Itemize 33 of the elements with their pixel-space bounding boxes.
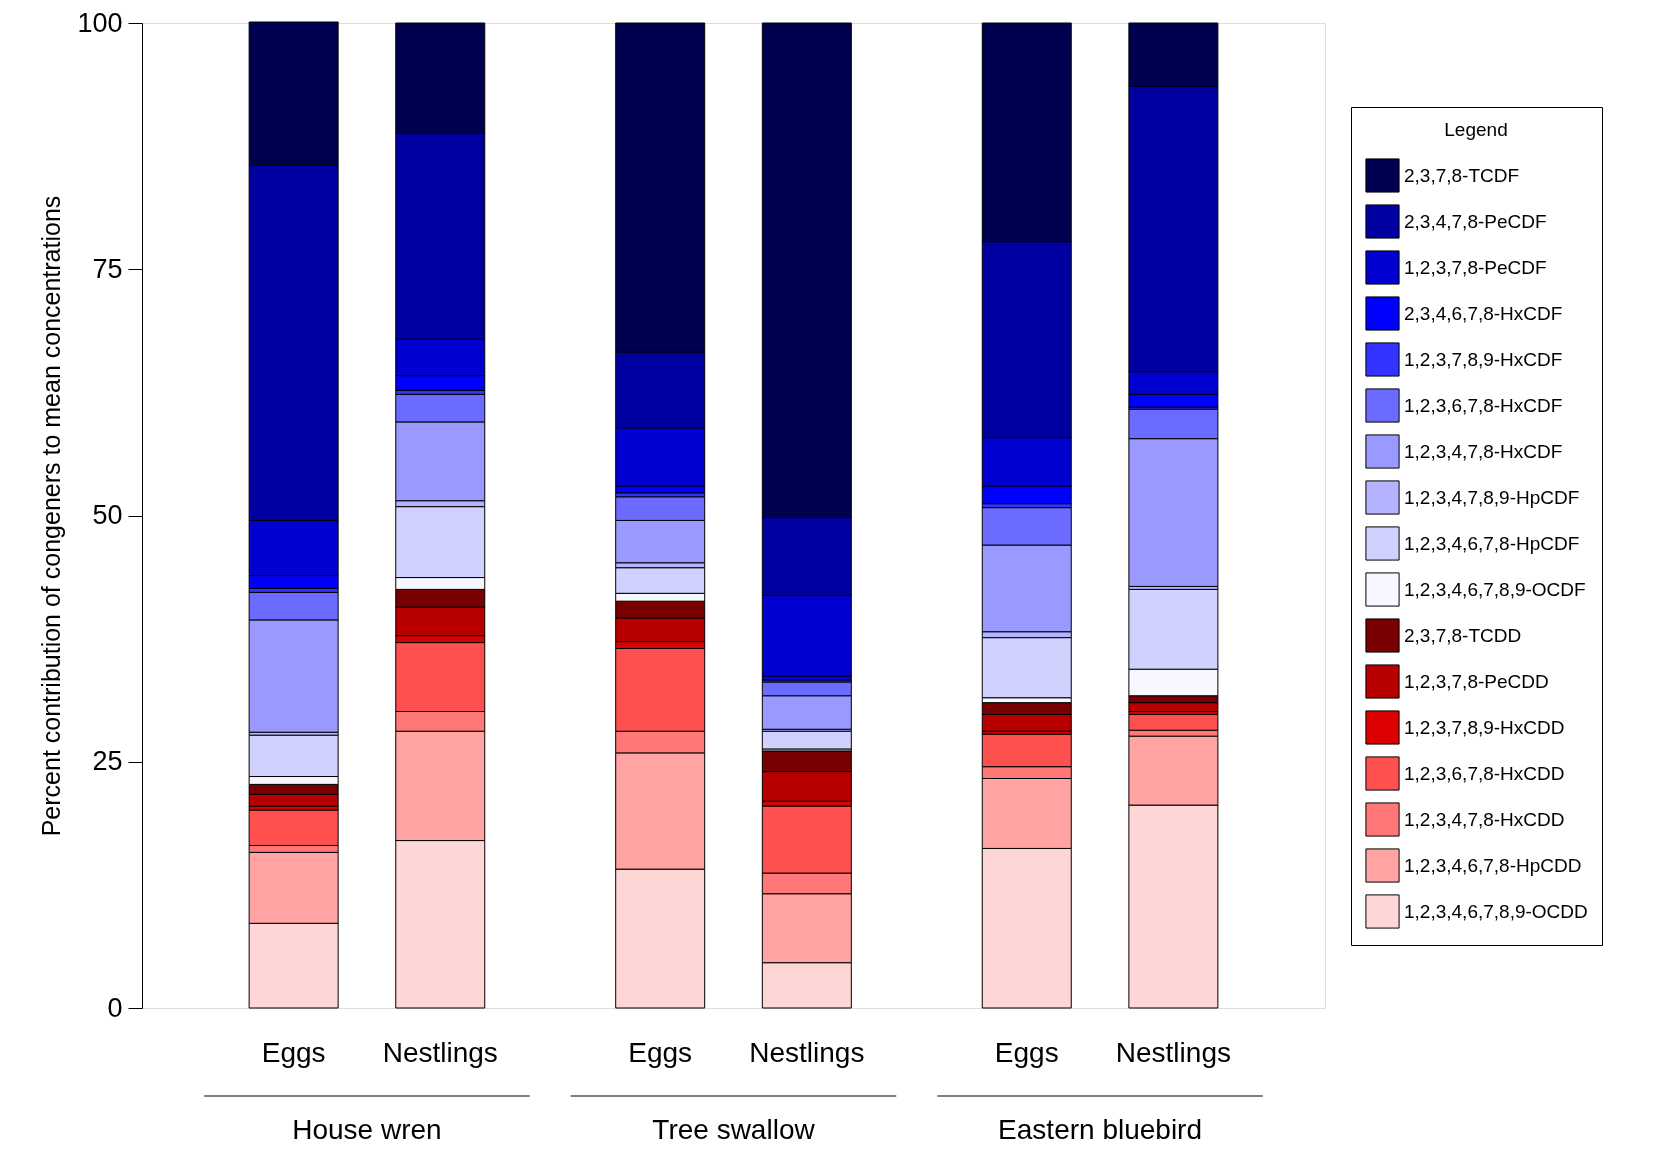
legend-label: 1,2,3,4,7,8-HxCDD [1404,808,1565,830]
y-tick-label: 25 [92,746,123,777]
legend-label: 1,2,3,4,7,8,9-HpCDF [1404,486,1580,508]
legend-title: Legend [1444,119,1508,140]
x-tick-label: Nestlings [1115,1037,1231,1068]
x-tick-label: Eggs [628,1037,693,1068]
legend-label: 2,3,4,7,8-PeCDF [1404,210,1547,232]
legend-label: 1,2,3,4,6,7,8,9-OCDD [1404,900,1588,922]
legend-label: 1,2,3,7,8-PeCDF [1404,256,1547,278]
y-tick-label: 100 [77,7,123,38]
x-tick-label: Eggs [261,1037,326,1068]
legend-label: 1,2,3,4,6,7,8,9-OCDF [1404,578,1586,600]
legend-label: 2,3,7,8-TCDD [1404,624,1522,646]
legend-label: 1,2,3,6,7,8-HxCDF [1404,394,1563,416]
y-axis-title: Percent contribution of congeners to mean concentrations [37,195,66,837]
legend-label: 1,2,3,4,6,7,8-HpCDF [1404,532,1580,554]
y-tick-label: 50 [92,500,123,530]
legend-label: 1,2,3,4,7,8-HxCDF [1404,440,1563,462]
y-tick-label: 0 [107,992,123,1023]
legend-label: 2,3,4,6,7,8-HxCDF [1404,302,1563,324]
legend-label: 1,2,3,4,6,7,8-HpCDD [1404,854,1582,876]
legend-label: 1,2,3,7,8,9-HxCDD [1404,716,1565,738]
legend-label: 1,2,3,7,8-PeCDD [1404,670,1549,692]
text: Tree swallow [652,1114,816,1145]
x-tick-label: Nestlings [749,1037,865,1068]
x-tick-label: Eggs [994,1037,1059,1068]
legend-label: 1,2,3,7,8,9-HxCDF [1404,348,1563,370]
text: Eastern bluebird [998,1114,1203,1145]
legend-label: 2,3,7,8-TCDF [1404,164,1520,186]
text: House wren [292,1114,442,1145]
legend-label: 1,2,3,6,7,8-HxCDD [1404,762,1565,784]
x-tick-label: Nestlings [382,1037,498,1068]
y-tick-label: 75 [92,253,123,284]
